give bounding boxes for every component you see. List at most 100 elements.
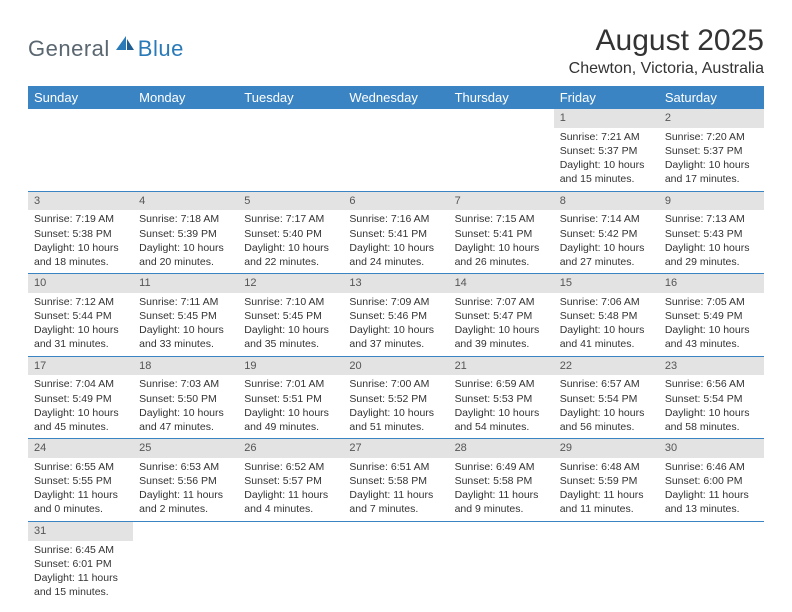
day-number: 10 [28, 274, 133, 293]
calendar-day-cell: 4Sunrise: 7:18 AMSunset: 5:39 PMDaylight… [133, 191, 238, 274]
calendar-day-cell: 26 Sunrise: 6:52 AMSunset: 5:57 PMDayligh… [238, 439, 343, 522]
calendar-day-cell: 22Sunrise: 6:57 AMSunset: 5:54 PMDayligh… [554, 356, 659, 439]
calendar-day-cell: .. [343, 521, 448, 603]
day-number: 14 [449, 274, 554, 293]
daylight-text: and 26 minutes. [455, 255, 548, 269]
sunrise-text: Sunrise: 7:03 AM [139, 377, 232, 391]
daylight-text: and 54 minutes. [455, 420, 548, 434]
day-number: 20 [343, 357, 448, 376]
sunset-text: Sunset: 5:58 PM [455, 474, 548, 488]
day-number: 19 [238, 357, 343, 376]
day-details: Sunrise: 7:07 AMSunset: 5:47 PMDaylight:… [449, 293, 554, 356]
calendar-day-cell: 24Sunrise: 6:55 AMSunset: 5:55 PMDayligh… [28, 439, 133, 522]
sunrise-text: Sunrise: 6:59 AM [455, 377, 548, 391]
daylight-text: Daylight: 11 hours [34, 488, 127, 502]
sunrise-text: Sunrise: 7:12 AM [34, 295, 127, 309]
sunset-text: Sunset: 5:45 PM [139, 309, 232, 323]
daylight-text: Daylight: 10 hours [244, 406, 337, 420]
sunset-text: Sunset: 5:49 PM [665, 309, 758, 323]
day-details: Sunrise: 7:03 AMSunset: 5:50 PMDaylight:… [133, 375, 238, 438]
logo: General Blue [28, 24, 184, 63]
sail-icon [114, 34, 136, 57]
day-details: Sunrise: 7:13 AMSunset: 5:43 PMDaylight:… [659, 210, 764, 273]
calendar-day-cell: 16Sunrise: 7:05 AMSunset: 5:49 PMDayligh… [659, 274, 764, 357]
calendar-day-cell: 10Sunrise: 7:12 AMSunset: 5:44 PMDayligh… [28, 274, 133, 357]
sunset-text: Sunset: 5:51 PM [244, 392, 337, 406]
logo-text-blue: Blue [138, 36, 184, 62]
sunrise-text: Sunrise: 6:52 AM [244, 460, 337, 474]
daylight-text: and 49 minutes. [244, 420, 337, 434]
calendar-day-cell: 11Sunrise: 7:11 AMSunset: 5:45 PMDayligh… [133, 274, 238, 357]
daylight-text: Daylight: 10 hours [560, 406, 653, 420]
weekday-header-row: Sunday Monday Tuesday Wednesday Thursday… [28, 86, 764, 109]
calendar-day-cell: .. [133, 109, 238, 191]
day-details: Sunrise: 7:10 AMSunset: 5:45 PMDaylight:… [238, 293, 343, 356]
day-number: 9 [659, 192, 764, 211]
daylight-text: and 37 minutes. [349, 337, 442, 351]
sunset-text: Sunset: 6:00 PM [665, 474, 758, 488]
sunset-text: Sunset: 5:41 PM [349, 227, 442, 241]
day-details: Sunrise: 7:19 AMSunset: 5:38 PMDaylight:… [28, 210, 133, 273]
sunrise-text: Sunrise: 6:57 AM [560, 377, 653, 391]
day-details: Sunrise: 6:59 AMSunset: 5:53 PMDaylight:… [449, 375, 554, 438]
calendar-day-cell: .. [28, 109, 133, 191]
day-details: Sunrise: 6:49 AMSunset: 5:58 PMDaylight:… [449, 458, 554, 521]
sunrise-text: Sunrise: 7:07 AM [455, 295, 548, 309]
daylight-text: and 33 minutes. [139, 337, 232, 351]
sunset-text: Sunset: 5:57 PM [244, 474, 337, 488]
sunset-text: Sunset: 5:37 PM [560, 144, 653, 158]
day-details: Sunrise: 7:16 AMSunset: 5:41 PMDaylight:… [343, 210, 448, 273]
sunrise-text: Sunrise: 7:17 AM [244, 212, 337, 226]
daylight-text: Daylight: 10 hours [244, 241, 337, 255]
day-details: Sunrise: 7:20 AMSunset: 5:37 PMDaylight:… [659, 128, 764, 191]
daylight-text: Daylight: 10 hours [560, 323, 653, 337]
calendar-body: ..........1Sunrise: 7:21 AMSunset: 5:37 … [28, 109, 764, 603]
daylight-text: and 39 minutes. [455, 337, 548, 351]
calendar-day-cell: 13Sunrise: 7:09 AMSunset: 5:46 PMDayligh… [343, 274, 448, 357]
day-number: 4 [133, 192, 238, 211]
calendar-day-cell: 25Sunrise: 6:53 AMSunset: 5:56 PMDayligh… [133, 439, 238, 522]
calendar-day-cell: .. [238, 521, 343, 603]
daylight-text: Daylight: 11 hours [244, 488, 337, 502]
day-details: Sunrise: 7:01 AMSunset: 5:51 PMDaylight:… [238, 375, 343, 438]
daylight-text: and 13 minutes. [665, 502, 758, 516]
daylight-text: Daylight: 10 hours [665, 158, 758, 172]
daylight-text: Daylight: 10 hours [455, 406, 548, 420]
calendar-day-cell: .. [659, 521, 764, 603]
daylight-text: and 22 minutes. [244, 255, 337, 269]
day-details: Sunrise: 7:00 AMSunset: 5:52 PMDaylight:… [343, 375, 448, 438]
calendar-day-cell: 7Sunrise: 7:15 AMSunset: 5:41 PMDaylight… [449, 191, 554, 274]
day-details: Sunrise: 6:56 AMSunset: 5:54 PMDaylight:… [659, 375, 764, 438]
day-number: 27 [343, 439, 448, 458]
daylight-text: and 17 minutes. [665, 172, 758, 186]
day-number: 26 [238, 439, 343, 458]
calendar-day-cell: 28Sunrise: 6:49 AMSunset: 5:58 PMDayligh… [449, 439, 554, 522]
daylight-text: Daylight: 10 hours [665, 406, 758, 420]
sunset-text: Sunset: 5:53 PM [455, 392, 548, 406]
sunrise-text: Sunrise: 7:13 AM [665, 212, 758, 226]
sunrise-text: Sunrise: 6:49 AM [455, 460, 548, 474]
daylight-text: and 9 minutes. [455, 502, 548, 516]
calendar-day-cell: 2Sunrise: 7:20 AMSunset: 5:37 PMDaylight… [659, 109, 764, 191]
daylight-text: Daylight: 10 hours [34, 323, 127, 337]
daylight-text: and 41 minutes. [560, 337, 653, 351]
weekday-header: Saturday [659, 86, 764, 109]
day-number: 24 [28, 439, 133, 458]
calendar-day-cell: 15Sunrise: 7:06 AMSunset: 5:48 PMDayligh… [554, 274, 659, 357]
weekday-header: Monday [133, 86, 238, 109]
calendar-day-cell: .. [238, 109, 343, 191]
calendar-day-cell: 20Sunrise: 7:00 AMSunset: 5:52 PMDayligh… [343, 356, 448, 439]
day-details: Sunrise: 7:12 AMSunset: 5:44 PMDaylight:… [28, 293, 133, 356]
logo-text-general: General [28, 36, 110, 62]
daylight-text: and 2 minutes. [139, 502, 232, 516]
calendar-day-cell: 6Sunrise: 7:16 AMSunset: 5:41 PMDaylight… [343, 191, 448, 274]
calendar-day-cell: 9Sunrise: 7:13 AMSunset: 5:43 PMDaylight… [659, 191, 764, 274]
location-text: Chewton, Victoria, Australia [569, 60, 764, 78]
sunset-text: Sunset: 5:37 PM [665, 144, 758, 158]
daylight-text: Daylight: 10 hours [139, 406, 232, 420]
sunset-text: Sunset: 5:52 PM [349, 392, 442, 406]
calendar-day-cell: 31Sunrise: 6:45 AMSunset: 6:01 PMDayligh… [28, 521, 133, 603]
day-number: 25 [133, 439, 238, 458]
sunrise-text: Sunrise: 7:21 AM [560, 130, 653, 144]
daylight-text: and 20 minutes. [139, 255, 232, 269]
